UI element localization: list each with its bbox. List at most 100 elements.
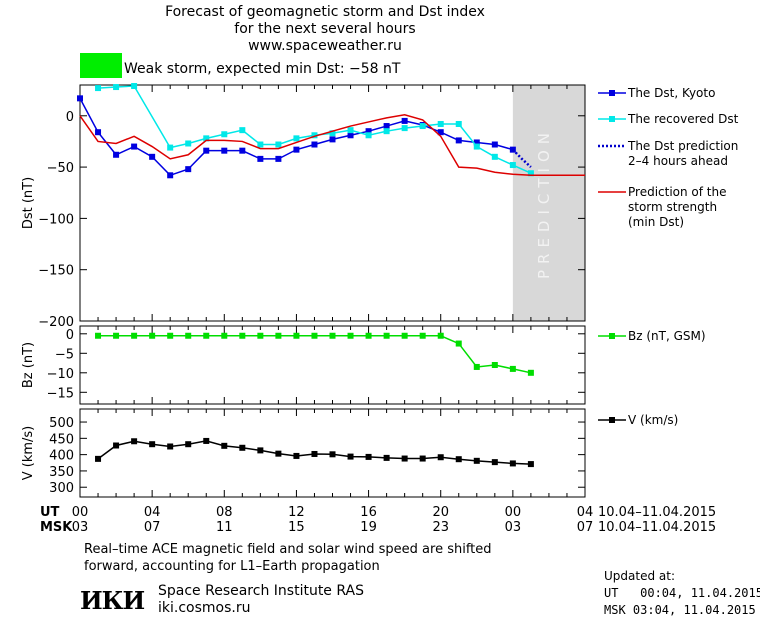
msk-tick-label: 07 xyxy=(144,520,161,535)
msk-tick-label: 23 xyxy=(432,520,449,535)
series-point xyxy=(149,153,156,160)
legend-swatch-marker xyxy=(609,90,615,96)
series-point xyxy=(365,453,372,460)
y-tick-label: 0 xyxy=(66,328,74,343)
storm-forecast-text: Weak storm, expected min Dst: −58 nT xyxy=(124,61,401,77)
series-point xyxy=(491,362,498,368)
institute-site[interactable]: iki.cosmos.ru xyxy=(158,600,251,616)
y-tick-label: −100 xyxy=(38,212,74,227)
series-point xyxy=(257,447,264,454)
institute-name: Space Research Institute RAS xyxy=(158,583,364,599)
series-point xyxy=(113,442,120,449)
msk-tick-label: 19 xyxy=(360,520,377,535)
series-point xyxy=(257,141,264,148)
series-point xyxy=(419,332,426,339)
series-point xyxy=(491,141,498,148)
msk-axis-label: MSK xyxy=(40,520,73,535)
series-point xyxy=(167,332,174,339)
y-tick-label: 0 xyxy=(66,110,74,125)
series-point xyxy=(347,132,354,139)
series-point xyxy=(383,454,390,461)
series-point xyxy=(437,454,444,461)
series-point xyxy=(203,437,210,444)
series-point xyxy=(527,461,534,468)
y-axis-label: V (km/s) xyxy=(21,426,36,481)
series-point xyxy=(455,137,462,144)
series-point xyxy=(473,143,480,150)
ut-tick-label: 12 xyxy=(288,505,305,520)
series-point xyxy=(473,363,480,370)
series-line-0-1 xyxy=(97,85,532,174)
series-point xyxy=(257,332,264,339)
series-point xyxy=(347,453,354,460)
msk-tick-label: 11 xyxy=(216,520,233,535)
ace-note: Real–time ACE magnetic field and solar w… xyxy=(84,541,492,575)
legend-swatch-marker xyxy=(609,417,615,423)
series-point xyxy=(221,147,228,154)
series-point xyxy=(329,130,336,137)
series-point xyxy=(383,332,390,339)
series-point xyxy=(311,332,318,339)
series-point xyxy=(509,460,516,467)
y-tick-label: −10 xyxy=(47,367,74,382)
series-point xyxy=(491,459,498,466)
legend-swatch-marker xyxy=(609,116,615,122)
legend-swatch-marker xyxy=(609,333,615,339)
ace-note-line-1: Real–time ACE magnetic field and solar w… xyxy=(84,542,492,557)
title-line-2: for the next several hours xyxy=(234,21,416,37)
series-point xyxy=(329,332,336,339)
ut-tick-label: 16 xyxy=(360,505,377,520)
series-point xyxy=(437,120,444,127)
series-point xyxy=(329,451,336,458)
series-line-0-3 xyxy=(79,113,585,177)
series-point xyxy=(293,452,300,459)
y-tick-label: 300 xyxy=(49,481,74,496)
series-point xyxy=(221,131,228,138)
series-point xyxy=(167,144,174,151)
y-tick-label: 350 xyxy=(49,465,74,480)
series-point xyxy=(401,117,408,124)
series-point xyxy=(527,369,534,376)
y-tick-label: −150 xyxy=(38,264,74,279)
series-point xyxy=(275,332,282,339)
series-point xyxy=(293,135,300,142)
series-point xyxy=(275,141,282,148)
series-point xyxy=(239,444,246,451)
series-point xyxy=(401,455,408,462)
legend-label: The recovered Dst xyxy=(627,112,739,126)
series-point xyxy=(203,147,210,154)
series-point xyxy=(473,457,480,464)
panel-frame-0 xyxy=(79,84,586,322)
iki-logo: ИКИ xyxy=(80,586,145,615)
series-point xyxy=(401,125,408,132)
msk-tick-label: 03 xyxy=(505,520,522,535)
series-point xyxy=(365,132,372,139)
y-axis-label: Bz (nT) xyxy=(21,342,36,388)
title-line-1: Forecast of geomagnetic storm and Dst in… xyxy=(165,4,485,20)
series-point xyxy=(131,332,138,339)
series-point xyxy=(167,172,174,179)
series-point xyxy=(383,123,390,130)
series-point xyxy=(527,170,534,177)
ut-tick-label: 20 xyxy=(432,505,449,520)
ut-tick-label: 04 xyxy=(144,505,161,520)
series-point xyxy=(131,143,138,150)
ut-tick-label: 00 xyxy=(72,505,89,520)
series-point xyxy=(329,136,336,143)
updated-msk: MSK 03:04, 11.04.2015 xyxy=(604,603,756,617)
series-point xyxy=(275,155,282,162)
series-point xyxy=(293,332,300,339)
series-point xyxy=(185,166,192,173)
series-line-1-0 xyxy=(98,335,532,374)
series-point xyxy=(419,123,426,130)
series-point xyxy=(221,442,228,449)
series-point xyxy=(95,455,102,462)
series-point xyxy=(239,332,246,339)
msk-tick-label: 07 xyxy=(577,520,594,535)
series-point xyxy=(185,332,192,339)
y-tick-label: −50 xyxy=(47,161,74,176)
ut-axis-label: UT xyxy=(40,505,60,520)
series-point xyxy=(113,332,120,339)
y-tick-label: −15 xyxy=(47,386,74,401)
